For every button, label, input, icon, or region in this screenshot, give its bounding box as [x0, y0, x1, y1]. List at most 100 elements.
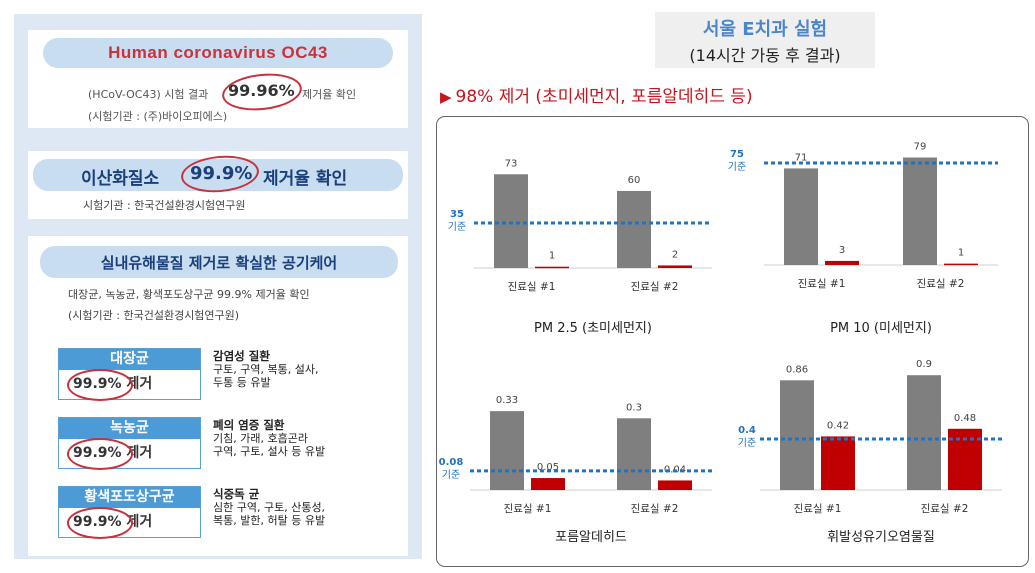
pollutant-line1: 대장균, 녹농균, 황색포도상구균 99.9% 제거율 확인 [68, 288, 310, 301]
no2-title-prefix: 이산화질소 [81, 169, 160, 189]
no2-title-value: 99.9% [190, 163, 253, 184]
bar-before [617, 418, 651, 490]
bar-after [944, 263, 978, 266]
data-label: 0.9 [916, 359, 932, 370]
bar-after [821, 436, 855, 490]
no2-card: 이산화질소 99.9% 제거율 확인 시험기관 : 한국건설환경시험연구원 [28, 151, 408, 219]
data-label: 60 [628, 175, 641, 186]
category-label: 진료실 #2 [917, 278, 965, 290]
germ-desc-staph: 식중독 균 심한 구역, 구토, 산통성, 복통, 발한, 허탈 등 유발 [213, 487, 326, 528]
germ-desc-title: 폐의 염증 질환 [213, 418, 285, 432]
chart-title: 휘발성유기오염물질 [827, 530, 935, 545]
germ-desc-line: 구역, 구토, 설사 등 유발 [213, 445, 326, 458]
bar-after [535, 266, 569, 269]
category-label: 진료실 #2 [921, 503, 969, 515]
germ-box-ecoli: 대장균 99.9% 제거 [58, 348, 201, 401]
standard-value-label: 35 [450, 209, 464, 220]
standard-value-label: 0.08 [439, 457, 464, 468]
bar-before [494, 174, 528, 268]
bar-after [658, 265, 692, 268]
pollutant-lab: (시험기관 : 한국건설환경시험연구원) [68, 309, 240, 322]
bar-before [907, 375, 941, 490]
germ-desc-line: 심한 구역, 구토, 산통성, [213, 501, 326, 514]
bar-before [490, 411, 524, 490]
data-label: 79 [914, 142, 927, 153]
standard-label: 기준 [442, 469, 460, 481]
germ-value-suffix: 제거 [126, 514, 153, 530]
coronavirus-lab: (시험기관 : (주)바이오피에스) [88, 110, 228, 123]
no2-title-suffix: 제거율 확인 [263, 169, 348, 189]
germ-value-suffix: 제거 [126, 376, 153, 392]
bar-after [658, 480, 692, 490]
highlight-circle [67, 369, 133, 401]
category-label: 진료실 #1 [504, 503, 552, 515]
bar-after [531, 478, 565, 490]
chart-frame: 73 1 진료실 #1 60 2 진료실 #2 35 기준 PM 2.5 (초미세먼지) 71 3 진… [436, 116, 1029, 567]
data-label: 0.48 [954, 413, 976, 424]
data-label: 0.42 [827, 420, 849, 431]
no2-title-pill: 이산화질소 99.9% 제거율 확인 [33, 152, 403, 196]
germ-desc-title: 감염성 질환 [213, 349, 270, 363]
chart-title: 포름알데히드 [555, 530, 627, 545]
headline-text: 98% 제거 (초미세먼지, 포름알데히드 등) [455, 87, 753, 107]
bar-after [825, 260, 859, 265]
coronavirus-result-suffix: 제거율 확인 [302, 88, 357, 101]
bar-before [784, 168, 818, 265]
data-label: 71 [795, 152, 808, 163]
germ-name: 대장균 [59, 349, 200, 370]
data-label: 1 [958, 248, 964, 259]
germ-box-staph: 황색포도상구균 99.9% 제거 [58, 486, 201, 539]
category-label: 진료실 #2 [631, 281, 679, 293]
germ-desc-line: 기침, 가래, 호흡곤라 [213, 432, 308, 445]
germ-box-pseudomonas: 녹농균 99.9% 제거 [58, 417, 201, 470]
play-triangle-icon: ▶ [440, 88, 452, 106]
data-label: 0.33 [496, 395, 518, 406]
germ-desc-pseudomonas: 폐의 염증 질환 기침, 가래, 호흡곤라 구역, 구토, 설사 등 유발 [213, 418, 326, 459]
category-label: 진료실 #2 [631, 503, 679, 515]
chart-title: PM 2.5 (초미세먼지) [534, 321, 652, 336]
highlight-circle [179, 152, 261, 196]
experiment-subtitle: (14시간 가동 후 결과) [689, 46, 841, 65]
standard-value-label: 0.4 [738, 425, 756, 436]
no2-lab: 시험기관 : 한국건설환경시험연구원 [83, 199, 246, 212]
germ-value-suffix: 제거 [126, 445, 153, 461]
data-label: 0.86 [786, 364, 808, 375]
chart-title: PM 10 (미세먼지) [830, 321, 932, 336]
category-label: 진료실 #1 [794, 503, 842, 515]
category-label: 진료실 #1 [798, 278, 846, 290]
certification-panel: Human coronavirus OC43 (HCoV-OC43) 시험 결과… [14, 14, 422, 559]
germ-desc-title: 식중독 균 [213, 487, 260, 501]
coronavirus-result-prefix: (HCoV-OC43) 시험 결과 [88, 88, 209, 101]
headline: ▶ 98% 제거 (초미세먼지, 포름알데히드 등) [440, 82, 753, 107]
standard-label: 기준 [728, 161, 746, 173]
germ-desc-ecoli: 감염성 질환 구토, 구역, 복통, 설사, 두통 등 유발 [213, 349, 319, 390]
highlight-circle [67, 438, 133, 470]
coronavirus-result-value: 99.96% [228, 81, 295, 100]
bar-before [903, 157, 937, 265]
data-label: 73 [505, 158, 518, 169]
bar-before [617, 190, 651, 268]
category-label: 진료실 #1 [508, 281, 556, 293]
standard-value-label: 75 [730, 149, 744, 160]
pollutant-card: 실내유해물질 제거로 확실한 공기케어 대장균, 녹농균, 황색포도상구균 99… [28, 236, 408, 556]
germ-desc-line: 복통, 발한, 허탈 등 유발 [213, 514, 326, 527]
data-label: 1 [549, 251, 555, 262]
pollutant-title-pill: 실내유해물질 제거로 확실한 공기케어 [40, 246, 398, 278]
highlight-circle [220, 69, 304, 115]
experiment-title: 서울 E치과 실험 [702, 19, 828, 40]
germ-desc-line: 구토, 구역, 복통, 설사, [213, 363, 319, 376]
data-label: 0.3 [626, 402, 642, 413]
experiment-title-box: 서울 E치과 실험 (14시간 가동 후 결과) [655, 12, 875, 68]
standard-label: 기준 [448, 221, 466, 233]
data-label: 0.05 [537, 462, 559, 473]
pollutant-title: 실내유해물질 제거로 확실한 공기케어 [100, 253, 338, 272]
bar-before [780, 380, 814, 490]
coronavirus-card: Human coronavirus OC43 (HCoV-OC43) 시험 결과… [28, 30, 408, 128]
coronavirus-title: Human coronavirus OC43 [108, 43, 328, 62]
data-label: 2 [672, 249, 678, 260]
germ-desc-line: 두통 등 유발 [213, 376, 271, 389]
germ-name: 녹농균 [59, 418, 200, 439]
highlight-circle [67, 507, 133, 539]
data-label: 3 [839, 245, 845, 256]
